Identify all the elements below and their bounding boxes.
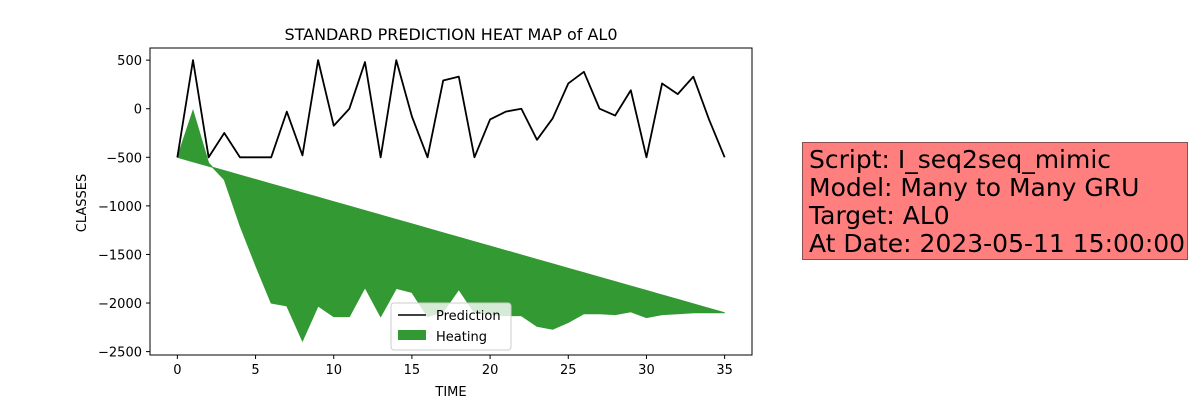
x-axis: 0 5 10 15 20 25 30 35 — [173, 355, 733, 378]
y-tick-label: −2500 — [98, 346, 142, 361]
info-date-line: At Date: 2023-05-11 15:00:00 — [809, 229, 1186, 258]
legend: Prediction Heating — [390, 302, 512, 351]
plot-area — [176, 59, 726, 343]
y-tick-label: 0 — [134, 103, 142, 118]
legend-heating-label: Heating — [436, 330, 487, 345]
x-tick-label: 5 — [251, 363, 259, 378]
info-target-line: Target: AL0 — [809, 201, 950, 230]
y-tick-label: −1000 — [98, 200, 142, 215]
legend-prediction-label: Prediction — [436, 309, 501, 324]
y-tick-label: −2000 — [98, 297, 142, 312]
info-model-line: Model: Many to Many GRU — [809, 173, 1140, 202]
info-box: Script: I_seq2seq_mimic Model: Many to M… — [802, 142, 1188, 260]
y-tick-label: −1500 — [98, 248, 142, 263]
y-tick-label: 500 — [117, 54, 142, 69]
x-tick-label: 25 — [560, 363, 577, 378]
x-tick-label: 20 — [482, 363, 499, 378]
x-axis-title: TIME — [434, 385, 466, 400]
y-axis-title: CLASSES — [75, 174, 90, 232]
heating-area — [176, 109, 725, 343]
x-tick-label: 30 — [638, 363, 655, 378]
chart-canvas: STANDARD PREDICTION HEAT MAP of AL0 0 5 10… — [75, 25, 753, 400]
x-tick-label: 10 — [325, 363, 342, 378]
y-axis: 500 0 −500 −1000 −1500 −2000 −2500 — [98, 54, 150, 361]
legend-heating-swatch — [398, 330, 426, 340]
plot-frame — [149, 47, 753, 356]
chart-title: STANDARD PREDICTION HEAT MAP of AL0 — [284, 25, 617, 44]
x-tick-label: 35 — [716, 363, 733, 378]
prediction-line — [176, 59, 726, 159]
x-tick-label: 0 — [173, 363, 181, 378]
y-tick-label: −500 — [106, 151, 142, 166]
info-script-line: Script: I_seq2seq_mimic — [809, 145, 1112, 174]
x-tick-label: 15 — [404, 363, 421, 378]
